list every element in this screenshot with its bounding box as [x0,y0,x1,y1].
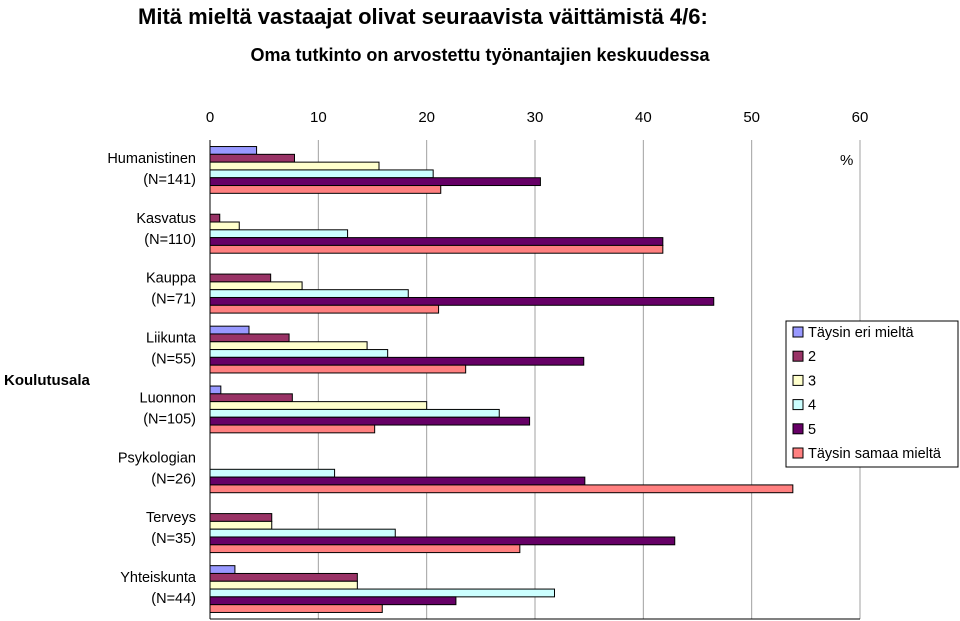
bar [209,349,389,358]
bars [209,146,794,613]
bar [209,146,258,155]
x-tick-labels: 0 10 20 30 40 50 60 [206,109,869,126]
plot-frame [209,140,860,620]
legend-swatch [792,326,804,338]
bar [209,580,358,590]
bar [209,169,434,179]
bar [209,401,428,410]
category-label: (N=55) [151,352,196,368]
bar [209,161,380,171]
legend-label: 5 [808,422,816,438]
bar [209,229,349,239]
category-label: (N=71) [151,292,196,308]
bar [209,273,272,283]
y-axis-title: Koulutusala [4,372,90,389]
x-axis-unit: % [840,152,853,169]
category-label: (N=35) [151,531,196,547]
legend-swatch [792,447,804,459]
legend-label: Täysin eri mieltä [808,325,914,341]
x-tick-label: 0 [206,109,214,126]
bar [209,408,500,418]
x-tick-label: 40 [635,109,652,126]
legend-box [785,320,959,468]
bar [209,513,273,522]
legend-label: 2 [808,349,816,365]
bar [209,416,531,426]
bar [209,364,467,374]
bar [209,304,440,314]
bar [209,296,715,306]
bar [209,333,290,343]
legend-swatch [792,423,804,435]
bar [209,289,409,298]
x-tick-label: 20 [418,109,435,126]
bar [209,213,221,223]
bar [209,281,303,291]
category-label: (N=110) [144,232,196,248]
chart-subtitle: Oma tutkinto on arvostettu työnantajien … [250,45,710,65]
bar [209,536,676,546]
bar [209,528,396,538]
bar [209,393,293,403]
legend-swatch [792,374,804,386]
bar [209,544,521,554]
category-label: Humanistinen [107,151,196,167]
category-label: (N=44) [151,591,196,607]
x-tick-label: 10 [310,109,327,126]
legend-label: 3 [808,373,816,389]
bar [209,596,457,606]
category-label: Kauppa [146,271,197,287]
x-tick-label: 50 [743,109,760,126]
bar [209,468,336,478]
bar [209,520,273,530]
bar [209,177,541,187]
bar [209,244,664,254]
chart-title: Mitä mieltä vastaajat olivat seuraavista… [138,4,708,29]
legend-label: Täysin samaa mieltä [808,446,942,462]
category-label: (N=105) [143,411,196,427]
bar [209,588,555,598]
bar [209,572,358,582]
bar [209,341,368,351]
bar [209,565,236,574]
bar [209,356,585,366]
bar [209,153,295,163]
x-tick-label: 60 [852,109,869,126]
bar [209,237,664,246]
category-label: (N=141) [143,172,196,188]
bar [209,476,586,486]
bar [209,604,383,613]
category-label: Liikunta [146,331,197,347]
bar [209,325,250,335]
bar [209,424,376,434]
bar [209,185,442,194]
bar [209,484,794,494]
category-label: Luonnon [140,390,196,406]
legend-swatch [792,399,804,411]
legend-swatch [792,350,804,362]
x-tick-label: 30 [527,109,544,126]
category-labels: Humanistinen (N=141) Kasvatus (N=110) Kauppa… [107,151,197,607]
bar [209,385,222,395]
legend-label: 4 [808,398,816,414]
legend: Täysin eri mieltä 2 3 4 5 Täysin samaa mieltä [785,320,959,468]
category-label: Terveys [146,510,196,526]
category-label: Yhteiskunta [120,570,197,586]
category-label: Psykologian [118,450,196,466]
category-label: Kasvatus [136,211,196,227]
bar [209,221,240,231]
category-label: (N=26) [151,471,196,487]
